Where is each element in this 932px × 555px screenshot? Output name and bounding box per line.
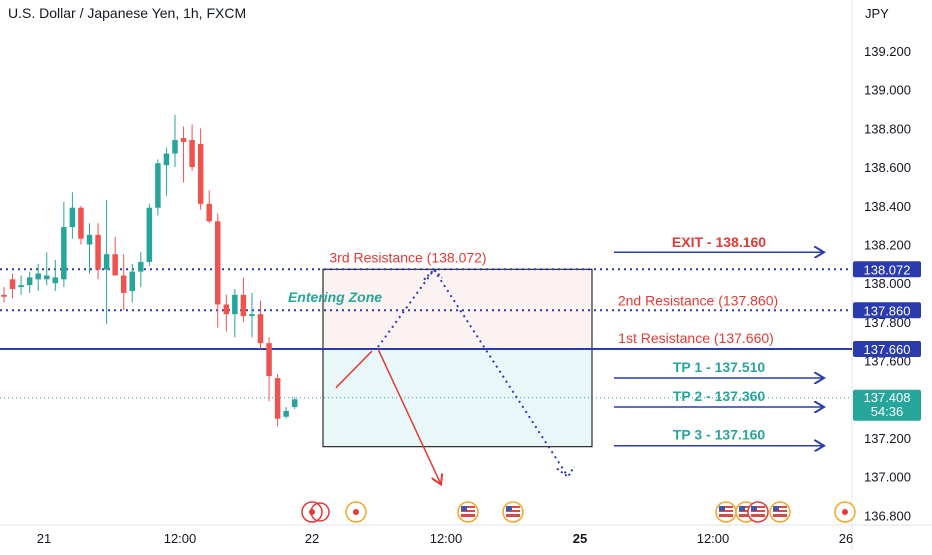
tp3-label: TP 3 - 137.160 xyxy=(673,427,766,443)
entering-zone-label: Entering Zone xyxy=(288,289,382,305)
y-tick-label: 138.600 xyxy=(864,160,911,175)
bullish-candle[interactable] xyxy=(61,227,67,280)
bearish-candle[interactable] xyxy=(223,304,230,315)
us-flag-event-icon[interactable] xyxy=(747,501,769,523)
us-flag-event-icon[interactable] xyxy=(715,501,737,523)
event-markers xyxy=(301,501,856,523)
event-marker-red-icon[interactable] xyxy=(834,501,856,523)
bearish-candle[interactable] xyxy=(78,207,84,239)
x-tick-label: 25 xyxy=(573,531,587,546)
bearish-candle[interactable] xyxy=(266,343,272,377)
resistance-3-label: 3rd Resistance (138.072) xyxy=(329,249,486,265)
bullish-candle[interactable] xyxy=(86,234,93,245)
bearish-candle[interactable] xyxy=(112,254,118,276)
entering-zone-upper[interactable] xyxy=(323,269,592,349)
y-tick-label: 137.000 xyxy=(864,470,911,485)
tp2-label: TP 2 - 137.360 xyxy=(673,388,766,404)
bearish-candle[interactable] xyxy=(189,140,195,168)
x-tick-label: 26 xyxy=(839,531,853,546)
bullish-candle[interactable] xyxy=(69,207,76,228)
bearish-candle[interactable] xyxy=(257,314,264,344)
x-tick-label: 12:00 xyxy=(697,531,730,546)
y-tick-label: 136.800 xyxy=(864,508,911,523)
us-flag-event-icon[interactable] xyxy=(457,501,479,523)
x-tick-label: 12:00 xyxy=(430,531,463,546)
bullish-candle[interactable] xyxy=(249,314,255,317)
projection-peak-arrowhead xyxy=(423,268,443,281)
bullish-candle[interactable] xyxy=(129,271,136,291)
bearish-candle[interactable] xyxy=(1,294,7,297)
y-tick-label: 138.800 xyxy=(864,121,911,136)
bullish-candle[interactable] xyxy=(283,410,289,417)
tp1-label: TP 1 - 137.510 xyxy=(673,359,766,375)
bullish-candle[interactable] xyxy=(155,163,161,208)
bullish-candle[interactable] xyxy=(146,207,153,262)
y-tick-label: 138.400 xyxy=(864,199,911,214)
bullish-candle[interactable] xyxy=(35,273,41,280)
y-tick-label: 139.200 xyxy=(864,44,911,59)
bullish-candle[interactable] xyxy=(26,277,33,286)
y-tick-label: 139.000 xyxy=(864,83,911,98)
exit-label: EXIT - 138.160 xyxy=(672,234,766,250)
candles xyxy=(1,114,298,427)
price-tag-text: 137.660 xyxy=(864,342,911,357)
price-tag-137660: 137.660 xyxy=(853,340,921,357)
bearish-candle[interactable] xyxy=(180,138,187,142)
x-tick-label: 12:00 xyxy=(164,531,197,546)
bearish-candle[interactable] xyxy=(197,143,204,204)
bearish-candle[interactable] xyxy=(215,221,221,305)
bullish-candle[interactable] xyxy=(103,254,110,270)
price-tag-text: 138.072 xyxy=(864,262,911,277)
countdown-text: 54:36 xyxy=(871,404,904,419)
entering-zone-lower[interactable] xyxy=(323,348,592,447)
bullish-candle[interactable] xyxy=(163,153,170,166)
y-tick-label: 137.200 xyxy=(864,431,911,446)
bearish-candle[interactable] xyxy=(120,275,127,293)
bullish-candle[interactable] xyxy=(18,285,24,288)
y-tick-label: 138.000 xyxy=(864,276,911,291)
red-entry-arrow[interactable] xyxy=(335,350,373,389)
bullish-candle[interactable] xyxy=(232,294,238,315)
y-tick-label: 137.800 xyxy=(864,315,911,330)
bearish-candle[interactable] xyxy=(240,294,247,317)
bullish-candle[interactable] xyxy=(52,277,59,284)
price-tag-138072: 138.072 xyxy=(853,261,921,278)
event-marker-red-icon[interactable] xyxy=(310,502,330,522)
bearish-candle[interactable] xyxy=(95,234,101,270)
bullish-candle[interactable] xyxy=(291,399,298,408)
x-axis-ticks: 21 12:00 22 12:00 25 12:00 26 xyxy=(37,531,853,546)
us-flag-event-icon[interactable] xyxy=(502,501,524,523)
bullish-candle[interactable] xyxy=(138,261,144,272)
bullish-candle[interactable] xyxy=(44,275,50,280)
y-axis-ticks: 139.200 139.000 138.800 138.600 138.400 138.2… xyxy=(864,44,911,523)
price-tag-text: 137.860 xyxy=(864,303,911,318)
chart-title: U.S. Dollar / Japanese Yen, 1h, FXCM xyxy=(8,5,246,21)
current-price-tag: 137.408 54:36 xyxy=(853,389,921,421)
resistance-2-label: 2nd Resistance (137.860) xyxy=(618,292,778,308)
current-price-text: 137.408 xyxy=(864,390,911,405)
y-tick-label: 137.600 xyxy=(864,354,911,369)
projection-dotted-path[interactable] xyxy=(377,267,569,478)
red-drop-arrow[interactable] xyxy=(377,348,441,484)
projection-end-arrowhead xyxy=(556,466,575,479)
x-tick-label: 21 xyxy=(37,531,51,546)
y-tick-label: 138.200 xyxy=(864,238,911,253)
event-marker-orange-icon[interactable] xyxy=(345,501,367,523)
y-axis-unit: JPY xyxy=(865,6,889,21)
event-marker-red-icon[interactable] xyxy=(301,501,323,523)
us-flag-event-icon[interactable] xyxy=(769,501,791,523)
bearish-candle[interactable] xyxy=(9,279,16,290)
price-tag-137860: 137.860 xyxy=(853,302,921,319)
bullish-candle[interactable] xyxy=(172,140,178,154)
bearish-candle[interactable] xyxy=(274,378,281,419)
bearish-candle[interactable] xyxy=(206,203,212,222)
x-tick-label: 22 xyxy=(305,531,319,546)
resistance-1-label: 1st Resistance (137.660) xyxy=(618,330,774,346)
